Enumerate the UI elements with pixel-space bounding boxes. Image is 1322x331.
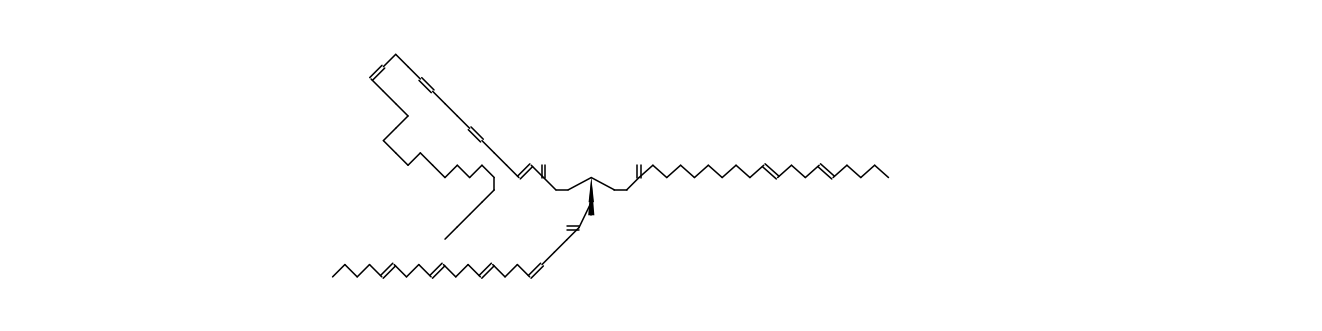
Polygon shape <box>588 177 595 215</box>
Polygon shape <box>588 177 594 202</box>
